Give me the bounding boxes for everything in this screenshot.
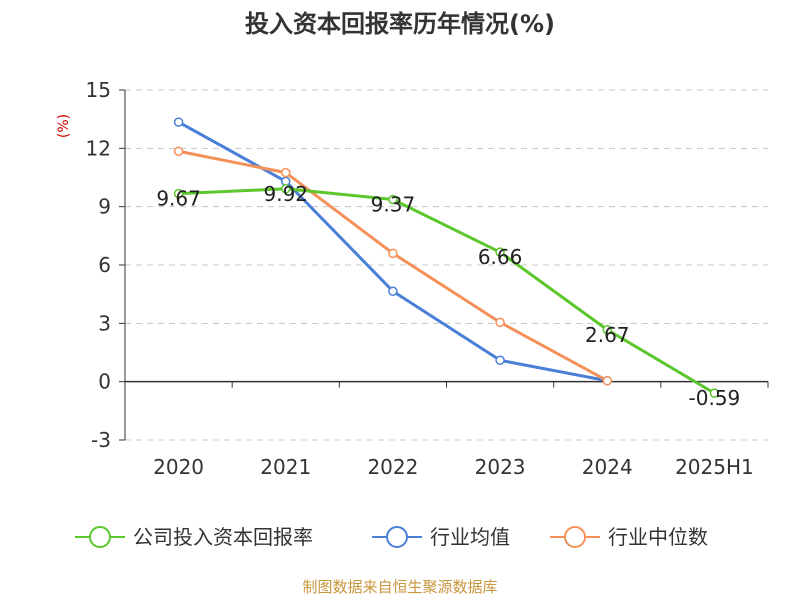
legend-label: 公司投入资本回报率: [133, 525, 313, 549]
y-tick-label: 3: [98, 311, 111, 335]
data-point[interactable]: [281, 184, 291, 194]
data-label: 9.67: [156, 187, 201, 211]
data-label: -0.59: [689, 386, 741, 410]
data-point[interactable]: [388, 194, 398, 205]
data-point[interactable]: [602, 325, 612, 335]
y-axis-unit-label: (%): [56, 114, 72, 138]
x-tick-label: 2021: [260, 455, 311, 479]
legend-item[interactable]: 行业中位数: [550, 525, 708, 549]
data-label: 9.92: [263, 182, 308, 206]
data-point[interactable]: [388, 248, 398, 259]
y-tick-label: 15: [86, 78, 111, 102]
y-tick-label: 0: [98, 370, 111, 394]
data-point[interactable]: [495, 355, 505, 366]
chart-title: 投入资本回报率历年情况(%): [245, 10, 555, 38]
legend-marker-icon: [89, 526, 111, 548]
source-note: 制图数据来自恒生聚源数据库: [302, 578, 497, 596]
y-tick-label: -3: [91, 428, 111, 452]
legend-item[interactable]: 行业均值: [372, 525, 510, 549]
series-line: [178, 187, 716, 395]
x-tick-label: 2025H1: [675, 455, 754, 479]
x-tick-label: 2024: [582, 455, 633, 479]
legend-label: 行业中位数: [608, 525, 708, 549]
legend-marker-icon: [564, 526, 586, 548]
data-label: 6.66: [478, 245, 523, 269]
data-label: 9.37: [371, 192, 416, 216]
data-point[interactable]: [495, 247, 505, 257]
data-point[interactable]: [281, 167, 291, 178]
data-point[interactable]: [388, 286, 398, 296]
grid-lines: [125, 89, 768, 441]
x-tick-label: 2022: [367, 455, 418, 479]
data-labels: 9.67 9.92 9.37 6.66 2.67 -0.59: [156, 182, 740, 410]
x-tick-label: 2023: [475, 455, 526, 479]
data-point[interactable]: [173, 188, 184, 199]
series-lines: [173, 117, 720, 398]
legend[interactable]: 公司投入资本回报率 行业均值 行业中位数: [75, 525, 708, 549]
data-point[interactable]: [709, 388, 720, 398]
data-point[interactable]: [495, 317, 505, 328]
data-point[interactable]: [173, 146, 184, 156]
legend-marker-icon: [386, 526, 408, 548]
data-label: 2.67: [585, 323, 630, 347]
y-tick-label: 9: [98, 195, 111, 219]
y-tick-label: 6: [98, 253, 111, 277]
data-point[interactable]: [602, 375, 612, 386]
series-line: [178, 149, 608, 383]
axes: -3 0 3 6 9 12 15 2020 2021 2022 2023 2024 2025H1: [86, 78, 769, 479]
legend-item[interactable]: 公司投入资本回报率: [75, 525, 313, 549]
legend-label: 行业均值: [430, 525, 510, 549]
x-tick-label: 2020: [153, 455, 204, 479]
data-point[interactable]: [173, 117, 184, 127]
y-tick-label: 12: [86, 136, 111, 160]
